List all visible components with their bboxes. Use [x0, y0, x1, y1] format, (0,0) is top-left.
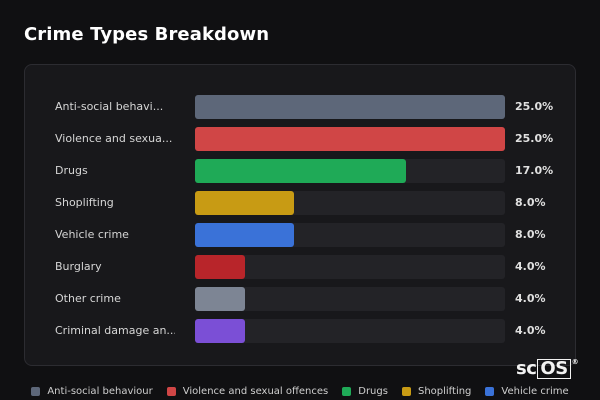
bar	[195, 191, 295, 215]
bar-row: Burglary 4.0%	[25, 255, 577, 279]
legend-swatch	[401, 387, 411, 396]
legend-swatch	[485, 387, 495, 396]
logo-prefix: sc	[516, 358, 537, 379]
category-label: Shoplifting	[55, 196, 114, 209]
chart-legend: Anti-social behaviour Violence and sexual…	[0, 386, 600, 397]
legend-item: Shoplifting	[401, 386, 472, 397]
legend-item: Violence and sexual offences	[166, 386, 329, 397]
bar-row: Other crime 4.0%	[25, 287, 577, 311]
bar-row: Anti-social behavi... 25.0%	[25, 95, 577, 119]
value-label: 8.0%	[515, 196, 546, 209]
legend-label: Shoplifting	[417, 386, 472, 397]
legend-label: Anti-social behaviour	[47, 386, 153, 397]
bar-track	[195, 127, 505, 151]
category-label: Drugs	[55, 164, 88, 177]
bar-track	[195, 159, 505, 183]
value-label: 4.0%	[515, 292, 546, 305]
bar-track	[195, 319, 505, 343]
bar-row: Drugs 17.0%	[25, 159, 577, 183]
legend-label: Vehicle crime	[501, 386, 569, 397]
category-label: Vehicle crime	[55, 228, 129, 241]
category-label: Violence and sexua...	[55, 132, 173, 145]
category-label: Other crime	[55, 292, 121, 305]
bar-track	[195, 191, 505, 215]
bar-row: Violence and sexua... 25.0%	[25, 127, 577, 151]
value-label: 8.0%	[515, 228, 546, 241]
legend-label: Drugs	[358, 386, 388, 397]
page-title: Crime Types Breakdown	[24, 24, 270, 45]
bar-row: Vehicle crime 8.0%	[25, 223, 577, 247]
bar	[195, 287, 245, 311]
legend-item: Anti-social behaviour	[31, 386, 153, 397]
bar	[195, 127, 505, 151]
value-label: 4.0%	[515, 260, 546, 273]
bar	[195, 95, 505, 119]
logo-boxed: OS	[537, 359, 571, 379]
chart-panel: Anti-social behavi... 25.0% Violence and s…	[24, 64, 576, 366]
logo-registered-mark: ®	[571, 358, 579, 366]
category-label: Anti-social behavi...	[55, 100, 164, 113]
bar-track	[195, 223, 505, 247]
category-label: Criminal damage an...	[55, 324, 175, 337]
legend-swatch	[342, 387, 352, 396]
legend-item: Drugs	[342, 386, 388, 397]
value-label: 17.0%	[515, 164, 554, 177]
value-label: 25.0%	[515, 132, 554, 145]
value-label: 25.0%	[515, 100, 554, 113]
bar-row: Criminal damage an... 4.0%	[25, 319, 577, 343]
bar	[195, 159, 406, 183]
bar	[195, 223, 295, 247]
legend-swatch	[31, 387, 41, 396]
legend-swatch	[166, 387, 176, 396]
bar-track	[195, 95, 505, 119]
bar-row: Shoplifting 8.0%	[25, 191, 577, 215]
bar	[195, 255, 245, 279]
category-label: Burglary	[55, 260, 102, 273]
legend-label: Violence and sexual offences	[182, 386, 329, 397]
bar-track	[195, 255, 505, 279]
value-label: 4.0%	[515, 324, 546, 337]
scos-logo: sc OS ®	[516, 358, 579, 379]
legend-item: Vehicle crime	[485, 386, 569, 397]
bar	[195, 319, 245, 343]
bar-track	[195, 287, 505, 311]
